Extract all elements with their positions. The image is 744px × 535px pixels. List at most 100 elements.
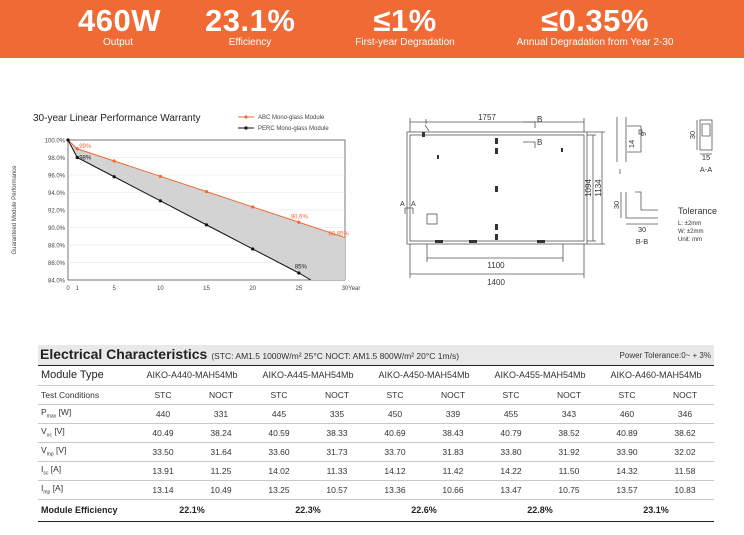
parameter-label: Voc [V] [38, 423, 134, 443]
data-point [75, 155, 79, 160]
x-tick-label: 10 [157, 286, 164, 292]
data-point [158, 199, 162, 203]
noct-header: NOCT [540, 385, 598, 405]
parameter-value: 10.75 [540, 480, 598, 500]
output-label: Output [102, 37, 134, 48]
bb-dim-height: 30 [612, 201, 621, 209]
electrical-characteristics-title: Electrical Characteristics (STC: AM1.5 10… [40, 346, 459, 362]
data-point [112, 159, 116, 163]
annual-degradation-label: Annual Degradation from Year 2-30 [516, 37, 674, 48]
output-kpi: 460W Output [78, 4, 160, 49]
outer-height-label: 1134 [594, 179, 603, 197]
inner-height-label: 1094 [584, 179, 593, 197]
first-year-degradation-kpi: ≤1% First-year Degradation [340, 4, 470, 49]
parameter-value: 40.69 [366, 423, 424, 443]
efficiency-value: 22.1% [134, 499, 250, 522]
aa-mark-i: I [619, 169, 621, 176]
test-conditions-label: Test Conditions [38, 385, 134, 405]
parameter-value: 346 [656, 404, 714, 424]
data-point [251, 247, 255, 251]
parameter-value: 38.62 [656, 423, 714, 443]
module-dimension-drawing: 1757 B B I A A 1100 1400 1094 1134 14 9 … [395, 112, 744, 297]
parameter-value: 33.80 [482, 442, 540, 462]
data-label: 98% [79, 156, 92, 162]
parameter-value: 31.92 [540, 442, 598, 462]
parameter-value: 11.25 [192, 461, 250, 481]
parameter-value: 14.32 [598, 461, 656, 481]
parameter-value: 10.83 [656, 480, 714, 500]
spec-banner: 460W Output 23.1% Efficiency ≤1% First-y… [0, 0, 744, 58]
parameter-value: 455 [482, 404, 540, 424]
noct-header: NOCT [424, 385, 482, 405]
parameter-value: 14.12 [366, 461, 424, 481]
parameter-value: 40.89 [598, 423, 656, 443]
electrical-table: Module Type AIKO-A440-MAH54Mb AIKO-A445-… [38, 366, 714, 522]
legend-marker-1 [244, 126, 248, 130]
parameter-value: 33.60 [250, 442, 308, 462]
noct-header: NOCT [656, 385, 714, 405]
parameter-value: 31.64 [192, 442, 250, 462]
parameter-value: 11.33 [308, 461, 366, 481]
x-tick-label: 25 [295, 286, 302, 292]
parameter-value: 38.24 [192, 423, 250, 443]
efficiency-kpi: 23.1% Efficiency [205, 4, 295, 49]
stc-header: STC [134, 385, 192, 405]
parameter-row: Voc [V] 40.49 38.24 40.59 38.33 40.69 38.43 40.… [38, 423, 714, 443]
x-tick-label: 1 [76, 286, 80, 292]
parameter-value: 40.59 [250, 423, 308, 443]
bb-section-label: B-B [636, 237, 649, 246]
model-name: AIKO-A450-MAH54Mb [366, 366, 482, 386]
parameter-value: 31.83 [424, 442, 482, 462]
section-b-bottom-label: B [537, 138, 542, 147]
parameter-label: Imp [A] [38, 480, 134, 500]
parameter-value: 38.33 [308, 423, 366, 443]
parameter-value: 13.25 [250, 480, 308, 500]
parameter-label: Vmp [V] [38, 442, 134, 462]
data-point [204, 223, 209, 227]
annual-degradation-kpi: ≤0.35% Annual Degradation from Year 2-30 [500, 4, 690, 49]
model-name: AIKO-A455-MAH54Mb [482, 366, 598, 386]
parameter-value: 13.36 [366, 480, 424, 500]
test-conditions-note: (STC: AM1.5 1000W/m² 25°C NOCT: AM1.5 80… [211, 351, 460, 361]
model-name: AIKO-A460-MAH54Mb [598, 366, 714, 386]
y-tick-label: 96.0% [48, 174, 66, 180]
x-tick-label: 5 [112, 286, 116, 292]
first-year-degradation-label: First-year Degradation [355, 37, 455, 48]
y-tick-label: 84.0% [48, 279, 66, 285]
data-point [75, 147, 79, 151]
data-point [158, 174, 162, 178]
y-tick-label: 94.0% [48, 191, 66, 197]
data-point [251, 205, 255, 209]
stc-header: STC [250, 385, 308, 405]
x-tick-label: 30Year [342, 286, 361, 292]
module-frame-inner [409, 134, 585, 242]
data-label: 99% [79, 144, 92, 150]
tolerance-unit: Unit: mm [678, 237, 702, 243]
parameter-value: 38.52 [540, 423, 598, 443]
parameter-value: 11.50 [540, 461, 598, 481]
parameter-row: Imp [A] 13.14 10.49 13.25 10.57 13.36 10.66 13.… [38, 480, 714, 500]
dimension-drawing-svg: 1757 B B I A A 1100 1400 1094 1134 14 9 … [400, 113, 717, 287]
parameter-value: 14.02 [250, 461, 308, 481]
data-label: 88.85% [328, 232, 349, 238]
test-conditions-row: Test Conditions STC NOCT STC NOCT STC NO… [38, 385, 714, 405]
bottom-outer-dimension-label: 1400 [487, 278, 505, 287]
parameter-value: 31.73 [308, 442, 366, 462]
parameter-value: 445 [250, 404, 308, 424]
parameter-value: 33.70 [366, 442, 424, 462]
parameter-value: 33.90 [598, 442, 656, 462]
top-dimension-label: 1757 [478, 113, 496, 122]
parameter-value: 10.57 [308, 480, 366, 500]
parameter-value: 11.58 [656, 461, 714, 481]
x-tick-label: 15 [203, 286, 210, 292]
stc-header: STC [482, 385, 540, 405]
parameter-row: Pmax [W] 440 331 445 335 450 339 455 343 460 346 [38, 404, 714, 424]
tolerance-width: W: ±2mm [678, 229, 704, 235]
efficiency-label: Efficiency [228, 37, 272, 48]
section-b-top-label: B [537, 115, 542, 124]
parameter-value: 38.43 [424, 423, 482, 443]
parameter-value: 32.02 [656, 442, 714, 462]
section-a-left-label: A [400, 201, 405, 208]
data-point [204, 190, 209, 194]
parameter-row: Vmp [V] 33.50 31.64 33.60 31.73 33.70 31.83 33.… [38, 442, 714, 462]
